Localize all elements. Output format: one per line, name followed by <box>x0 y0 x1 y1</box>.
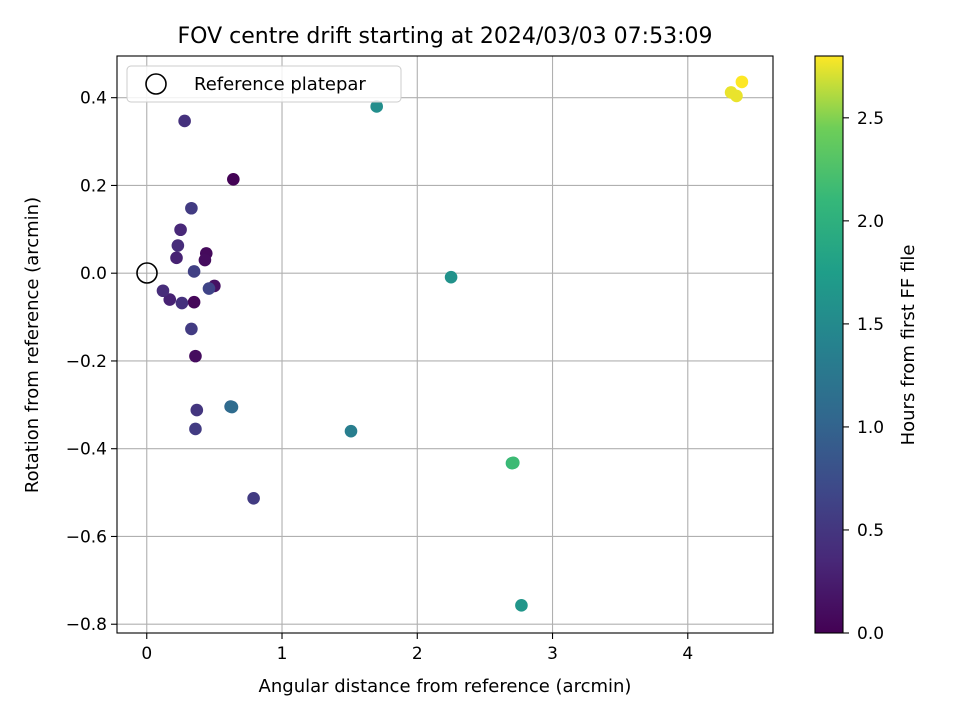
x-tick-label: 1 <box>277 644 288 664</box>
data-point <box>174 223 187 237</box>
reference-platepar-marker <box>136 262 158 284</box>
data-point <box>185 201 198 215</box>
data-point <box>189 422 202 436</box>
data-point <box>178 114 191 128</box>
colorbar-tick-label: 0.0 <box>857 624 884 644</box>
data-point <box>156 284 170 298</box>
colorbar-tick-label: 2.5 <box>857 109 884 129</box>
data-point <box>444 270 458 284</box>
data-point <box>225 400 239 414</box>
colorbar <box>814 55 844 634</box>
colorbar-tick-label: 2.0 <box>857 212 884 232</box>
data-point <box>163 293 177 306</box>
y-tick-label: −0.2 <box>66 352 107 372</box>
legend-open-circle-icon <box>145 73 167 95</box>
chart-title: FOV centre drift starting at 2024/03/03 … <box>178 24 713 49</box>
y-tick-label: −0.8 <box>66 615 107 635</box>
plot-frame <box>116 55 774 634</box>
data-point <box>344 424 358 438</box>
data-point <box>190 403 204 417</box>
y-tick-label: 0.2 <box>80 176 107 196</box>
y-axis-ticks: 0.4 0.2 0.0 −0.2 −0.4 −0.6 −0.8 <box>66 89 117 635</box>
colorbar-label: Hours from first FF file <box>898 245 919 446</box>
data-point <box>202 282 216 295</box>
data-point <box>247 491 260 505</box>
data-point <box>171 239 185 252</box>
data-point <box>370 100 383 113</box>
x-tick-label: 4 <box>682 644 693 664</box>
y-tick-label: −0.4 <box>66 440 107 460</box>
x-tick-label: 0 <box>141 644 152 664</box>
data-points <box>156 75 749 612</box>
data-point <box>735 75 749 89</box>
y-tick-label: −0.6 <box>66 527 107 547</box>
data-point <box>227 172 240 186</box>
data-point <box>198 253 212 267</box>
data-point <box>189 349 202 363</box>
legend-label: Reference platepar <box>194 74 366 95</box>
y-axis-label: Rotation from reference (arcmin) <box>22 197 43 493</box>
grid-lines <box>117 56 773 633</box>
data-point <box>187 265 201 278</box>
x-tick-label: 3 <box>547 644 558 664</box>
y-tick-label: 0.4 <box>80 89 107 109</box>
x-axis-ticks: 0 1 2 3 4 <box>141 633 693 664</box>
legend-box <box>126 65 402 103</box>
data-point <box>175 296 189 310</box>
colorbar-tick-label: 0.5 <box>857 521 884 541</box>
data-point <box>185 322 198 336</box>
colorbar-tick-label: 1.5 <box>857 315 884 335</box>
data-point <box>187 295 201 309</box>
data-point <box>515 599 528 612</box>
x-tick-label: 2 <box>412 644 423 664</box>
x-axis-label: Angular distance from reference (arcmin) <box>259 676 632 697</box>
data-point <box>730 89 743 103</box>
data-point <box>507 456 520 470</box>
colorbar-tick-label: 1.0 <box>857 418 884 438</box>
legend: Reference platepar <box>126 65 402 103</box>
colorbar-ticks: 0.0 0.5 1.0 1.5 2.0 2.5 <box>843 109 884 644</box>
data-point <box>170 251 183 265</box>
y-tick-label: 0.0 <box>80 264 107 284</box>
